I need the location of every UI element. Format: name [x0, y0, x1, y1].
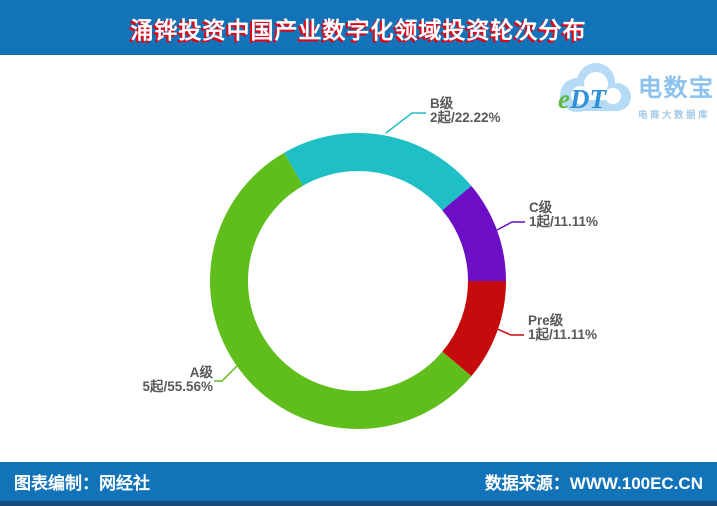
cloud-icon	[560, 63, 631, 112]
slice-label-b: B级 2起/22.22%	[430, 97, 501, 125]
edt-mark: eDT	[558, 84, 606, 114]
slice-value: 2起/22.22%	[430, 110, 501, 125]
label-leader-line-B级	[385, 112, 426, 134]
label-leader-line-A级	[214, 365, 238, 382]
logo-brand: 电数宝	[638, 75, 715, 102]
slice-label-a: A级 5起/55.56%	[142, 366, 213, 394]
data-source: 数据来源：WWW.100EC.CN	[484, 474, 703, 493]
slice-value: 1起/11.11%	[529, 214, 599, 229]
pie-slice-B级	[284, 132, 472, 211]
pie-slice-A级	[210, 152, 472, 429]
slice-value: 5起/55.56%	[142, 379, 213, 394]
slice-label-c: C级 1起/11.11%	[529, 201, 598, 229]
slice-name: A级	[189, 365, 213, 380]
page-title: 涌铧投资中国产业数字化领域投资轮次分布	[130, 16, 587, 43]
logo-subtitle: 电商大数据库	[638, 110, 711, 121]
source-bar: 图表编制：网经社 数据来源：WWW.100EC.CN	[0, 462, 717, 506]
edt-mark-e: e	[558, 84, 570, 114]
title-bar: 涌铧投资中国产业数字化领域投资轮次分布	[0, 0, 717, 55]
pie-slice-Pre级	[442, 280, 507, 377]
label-leader-line-Pre级	[494, 327, 524, 336]
slice-name: Pre级	[528, 313, 564, 328]
slice-name: B级	[430, 96, 454, 111]
pie-slice-C级	[442, 185, 506, 281]
chart-credit: 图表编制：网经社	[14, 474, 150, 493]
logo-text: 电数宝 电商大数据库	[638, 68, 716, 121]
edt-logo: eDT 电数宝 电商大数据库	[553, 58, 717, 124]
slice-label-pre: Pre级 1起/11.11%	[528, 314, 597, 342]
label-leader-line-C级	[496, 221, 525, 231]
slice-name: C级	[529, 200, 553, 215]
edt-mark-dt: DT	[569, 84, 606, 114]
slice-value: 1起/11.11%	[528, 327, 598, 342]
